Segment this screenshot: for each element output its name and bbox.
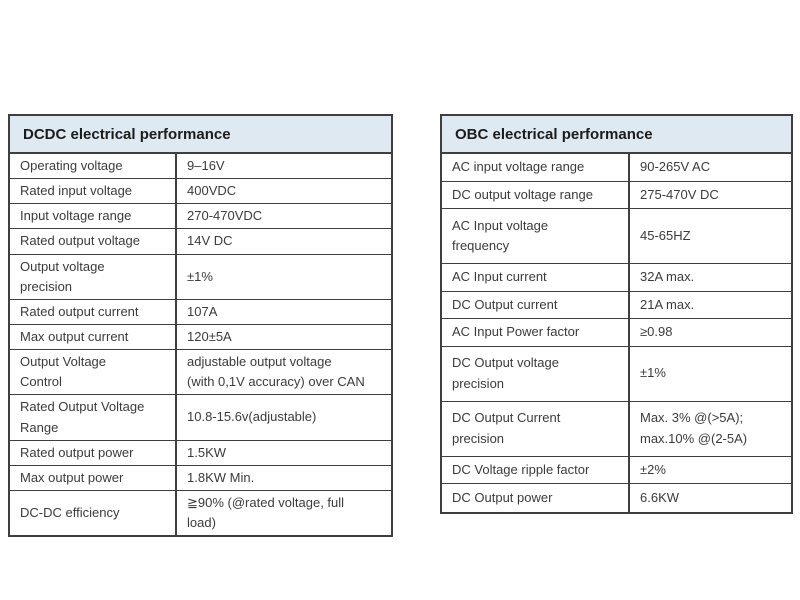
row-value: 9–16V [187,158,225,173]
row-value: Max. 3% @(>5A); max.10% @(2-5A) [640,410,748,446]
row-value: 400VDC [187,183,237,199]
row-label: AC input voltage range [442,154,630,181]
row-value: 1.8KW Min. [187,469,255,485]
row-value: 32A max. [640,269,695,285]
table-row: Rated input voltage 400VDC [10,179,391,205]
row-value: ≥0.98 [640,324,673,340]
obc-table-header: OBC electrical performance [442,116,791,154]
row-value: ±2% [640,461,666,477]
row-value: 1.5KW [187,444,227,460]
dcdc-performance-table: DCDC electrical performance Operating vo… [8,114,393,538]
table-row: DC Output voltage precision ±1% [442,346,791,402]
table-row: AC Input voltage frequency 45-65HZ [442,209,791,264]
table-row: Input voltage range 270-470VDC [10,204,391,230]
row-label: Max output power [10,465,177,490]
row-value: 120±5A [187,328,232,344]
table-row: DC output voltage range 275-470V DC [442,181,791,209]
obc-performance-table: OBC electrical performance AC input volt… [440,114,793,514]
row-label: DC Output current [442,291,630,318]
row-label: DC Output Current precision [442,401,630,456]
table-row: Max output power 1.8KW Min. [10,465,391,491]
row-value: 90-265V AC [640,159,711,175]
row-label: Rated input voltage [10,179,177,204]
table-row: AC input voltage range 90-265V AC [442,154,791,182]
dcdc-table-header: DCDC electrical performance [10,116,391,154]
row-label: Output Voltage Control [10,350,177,395]
row-value: 6.6KW [640,489,680,505]
table-row: Rated output voltage 14V DC [10,229,391,255]
dcdc-table-title: DCDC electrical performance [23,125,231,143]
table-row: DC Output power 6.6KW [442,484,791,512]
row-label: Output voltage precision [10,254,177,299]
row-label: AC Input current [442,264,630,291]
table-row: DC-DC efficiency ≧90% (@rated voltage, f… [10,490,391,536]
row-value: ±1% [640,365,666,381]
row-label: Rated output power [10,440,177,465]
table-row: AC Input Power factor ≥0.98 [442,319,791,347]
row-value: ≧90% (@rated voltage, full load) [187,494,345,531]
row-label: AC Input voltage frequency [442,209,630,263]
table-row: Max output current 120±5A [10,324,391,351]
table-row: Rated Output Voltage Range 10.8-15.6v(ad… [10,395,391,441]
row-label: Rated output voltage [10,229,177,254]
row-label: Max output current [10,324,177,350]
row-value: 107A [187,303,218,319]
row-value: 45-65HZ [640,227,691,243]
table-row: DC Output Current precision Max. 3% @(>5… [442,401,791,457]
obc-table-title: OBC electrical performance [455,125,653,143]
row-value: 10.8-15.6v(adjustable) [187,409,317,425]
row-value: ±1% [187,268,213,284]
row-label: Rated Output Voltage Range [10,395,177,440]
row-label: AC Input Power factor [442,319,630,346]
table-row: DC Output current 21A max. [442,291,791,319]
row-value: 275-470V DC [640,186,719,202]
row-value: 270-470VDC [187,208,263,224]
table-row: AC Input current 32A max. [442,264,791,292]
table-row: Rated output power 1.5KW [10,440,391,466]
table-row: Rated output current 107A [10,299,391,325]
table-row: Operating voltage 9–16V [10,154,391,180]
row-label: Operating voltage [10,154,177,179]
row-label: Input voltage range [10,204,177,229]
table-row: Output Voltage Control adjustable output… [10,350,391,396]
table-row: Output voltage precision ±1% [10,254,391,300]
row-label: DC-DC efficiency [10,490,177,536]
row-label: DC output voltage range [442,181,630,208]
row-value: 14V DC [187,233,233,249]
row-value: adjustable output voltage (with 0,1V acc… [187,354,365,390]
row-label: DC Output power [442,484,630,512]
row-label: DC Voltage ripple factor [442,456,630,483]
row-value: 21A max. [640,296,695,312]
row-label: DC Output voltage precision [442,346,630,401]
table-row: DC Voltage ripple factor ±2% [442,456,791,484]
row-label: Rated output current [10,299,177,324]
